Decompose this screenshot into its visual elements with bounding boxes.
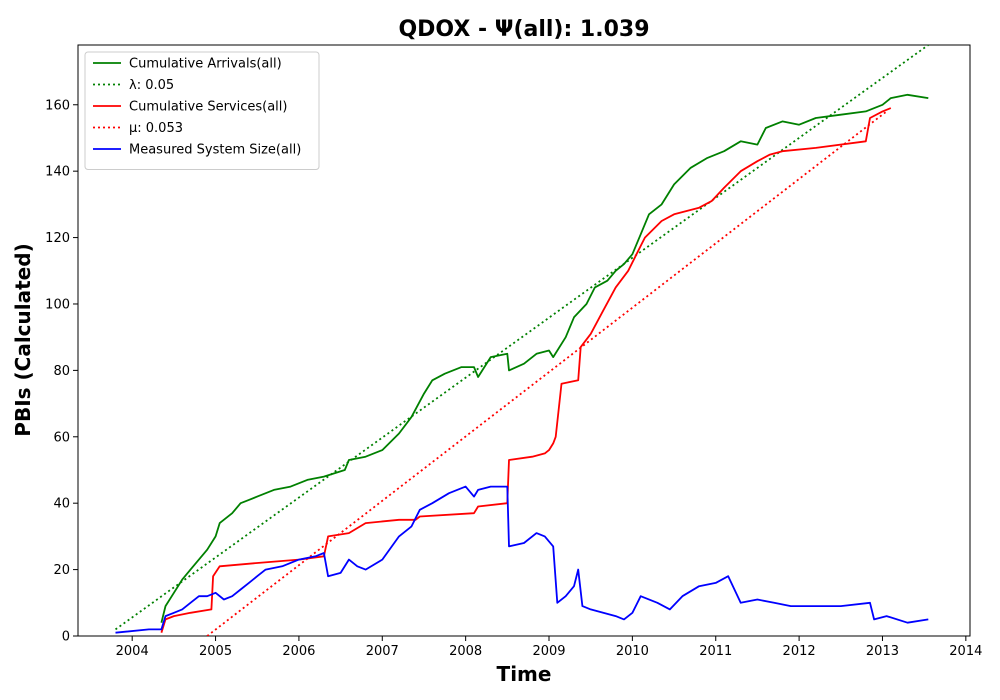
legend-label: μ: 0.053 — [129, 121, 183, 136]
legend-label: Cumulative Arrivals(all) — [129, 57, 282, 72]
legend-label: λ: 0.05 — [129, 78, 174, 93]
series-line-0 — [160, 93, 929, 623]
plot-area-frame — [77, 44, 971, 637]
series-line-2 — [160, 107, 892, 633]
y-tick-label: 80 — [53, 364, 70, 379]
x-axis: 2004 2005 2006 2007 2008 2009 2010 2011 2012 2013… — [116, 636, 982, 659]
x-tick-label: 2004 — [116, 644, 149, 659]
y-tick-label: 20 — [53, 563, 70, 578]
legend-box — [84, 51, 320, 170]
x-tick-label: 2005 — [199, 644, 232, 659]
series-line-3 — [206, 110, 888, 636]
chart-title: QDOX - Ψ(all): 1.039 — [398, 17, 649, 42]
series-line-1 — [114, 45, 929, 631]
x-tick-label: 2013 — [866, 644, 899, 659]
x-tick-label: 2008 — [449, 644, 482, 659]
x-tick-label: 2006 — [282, 644, 315, 659]
x-tick-label: 2007 — [366, 644, 399, 659]
y-tick-label: 0 — [62, 630, 70, 645]
y-tick-label: 60 — [53, 430, 70, 445]
x-tick-label: 2011 — [699, 644, 732, 659]
chart-legend: Cumulative Arrivals(all) λ: 0.05 Cumulativ… — [84, 51, 320, 170]
x-axis-label: Time — [497, 662, 552, 686]
x-tick-label: 2009 — [532, 644, 565, 659]
y-tick-label: 100 — [45, 297, 70, 312]
x-tick-label: 2014 — [949, 644, 982, 659]
series-layer — [114, 45, 929, 636]
y-tick-label: 140 — [45, 165, 70, 180]
legend-label: Cumulative Services(all) — [129, 100, 287, 115]
legend-label: Measured System Size(all) — [129, 143, 301, 158]
y-tick-label: 40 — [53, 497, 70, 512]
y-axis-label: PBIs (Calculated) — [11, 243, 35, 436]
y-tick-label: 160 — [45, 98, 70, 113]
y-tick-label: 120 — [45, 231, 70, 246]
x-tick-label: 2012 — [783, 644, 816, 659]
y-axis: 0 20 40 60 80 100 120 140 160 — [45, 98, 78, 645]
series-line-4 — [115, 485, 929, 634]
x-tick-label: 2010 — [616, 644, 649, 659]
